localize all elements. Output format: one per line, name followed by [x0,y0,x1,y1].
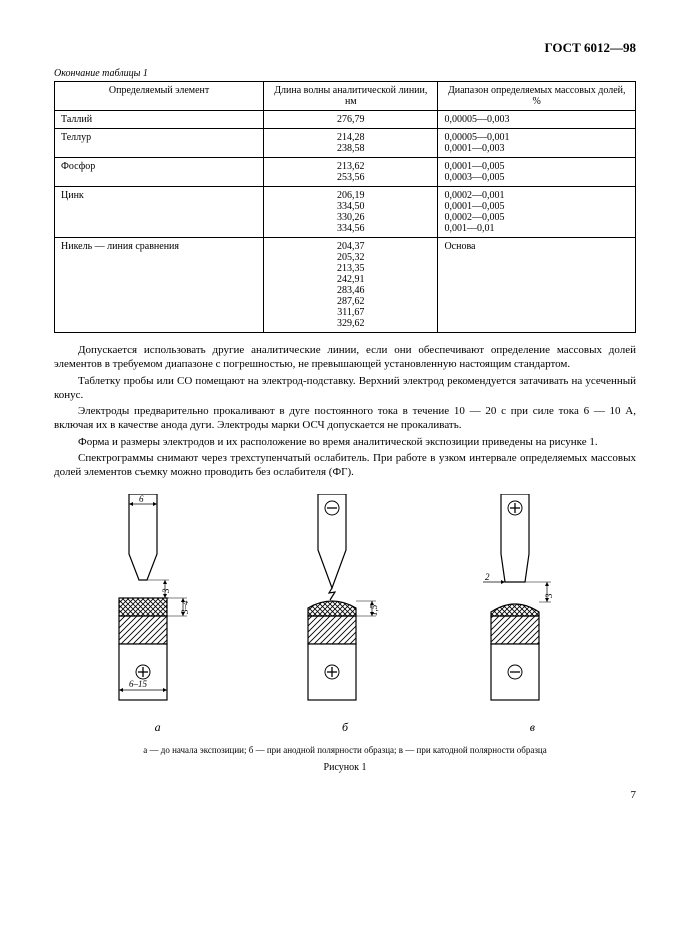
cell-range: 0,0002—0,0010,0001—0,0050,0002—0,0050,00… [438,187,636,238]
dim-gap-c-h: 2 [485,572,490,582]
cell-element: Фосфор [55,158,264,187]
paragraph: Электроды предварительно прокаливают в д… [54,404,636,433]
dim-top-width: 6 [139,494,144,504]
paragraph: Форма и размеры электродов и их располож… [54,435,636,449]
dim-tablet-h: 3–4 [180,600,190,615]
subfig-label-b: б [342,720,348,735]
dim-gap-a: 3 [161,588,171,594]
cell-range: 0,00005—0,0010,0001—0,003 [438,129,636,158]
table-row: Таллий276,790,00005—0,003 [55,111,636,129]
dim-gap-c-v: 3 [544,593,554,599]
cell-wavelength: 206,19334,50330,26334,56 [264,187,438,238]
subfig-label-c: в [530,720,535,735]
subfigure-a: 6 3 3–4 [64,494,251,735]
page-number: 7 [54,789,636,801]
figure-row: 6 3 3–4 [54,494,636,735]
dim-base-width: 6–15 [129,679,148,689]
subfigure-b: 1,5 б [251,494,438,735]
paragraph: Спектрограммы снимают через трехступенча… [54,451,636,480]
figure-caption: а — до начала экспозиции; б — при анодно… [54,745,636,757]
table-header-row: Определяемый элемент Длина волны аналити… [55,82,636,111]
electrode-diagram-c: 2 3 [447,494,617,714]
cell-wavelength: 214,28238,58 [264,129,438,158]
page: ГОСТ 6012—98 Окончание таблицы 1 Определ… [0,0,684,825]
subfig-label-a: а [155,720,161,735]
col-header-element: Определяемый элемент [55,82,264,111]
cell-element: Теллур [55,129,264,158]
cell-wavelength: 276,79 [264,111,438,129]
cell-element: Таллий [55,111,264,129]
table-row: Никель — линия сравнения204,37205,32213,… [55,238,636,333]
paragraph: Таблетку пробы или СО помещают на электр… [54,374,636,403]
cell-element: Цинк [55,187,264,238]
electrode-diagram-a: 6 3 3–4 [73,494,243,714]
subfigure-c: 2 3 в [439,494,626,735]
figure-1: 6 3 3–4 [54,494,636,774]
cell-wavelength: 213,62253,56 [264,158,438,187]
body-text: Допускается использовать другие аналитич… [54,343,636,480]
cell-range: 0,0001—0,0050,0003—0,005 [438,158,636,187]
cell-wavelength: 204,37205,32213,35242,91283,46287,62311,… [264,238,438,333]
col-header-wavelength: Длина волны аналитической линии, нм [264,82,438,111]
electrode-diagram-b: 1,5 [260,494,430,714]
paragraph: Допускается использовать другие аналитич… [54,343,636,372]
cell-element: Никель — линия сравнения [55,238,264,333]
table-row: Цинк206,19334,50330,26334,560,0002—0,001… [55,187,636,238]
table-row: Фосфор213,62253,560,0001—0,0050,0003—0,0… [55,158,636,187]
figure-title: Рисунок 1 [54,762,636,773]
data-table: Определяемый элемент Длина волны аналити… [54,81,636,333]
dim-tablet-b: 1,5 [369,604,379,616]
table-row: Теллур214,28238,580,00005—0,0010,0001—0,… [55,129,636,158]
cell-range: Основа [438,238,636,333]
table-body: Таллий276,790,00005—0,003Теллур214,28238… [55,111,636,333]
document-code: ГОСТ 6012—98 [54,40,636,56]
cell-range: 0,00005—0,003 [438,111,636,129]
table-caption: Окончание таблицы 1 [54,68,636,79]
col-header-range: Диапазон определяемых массовых долей, % [438,82,636,111]
